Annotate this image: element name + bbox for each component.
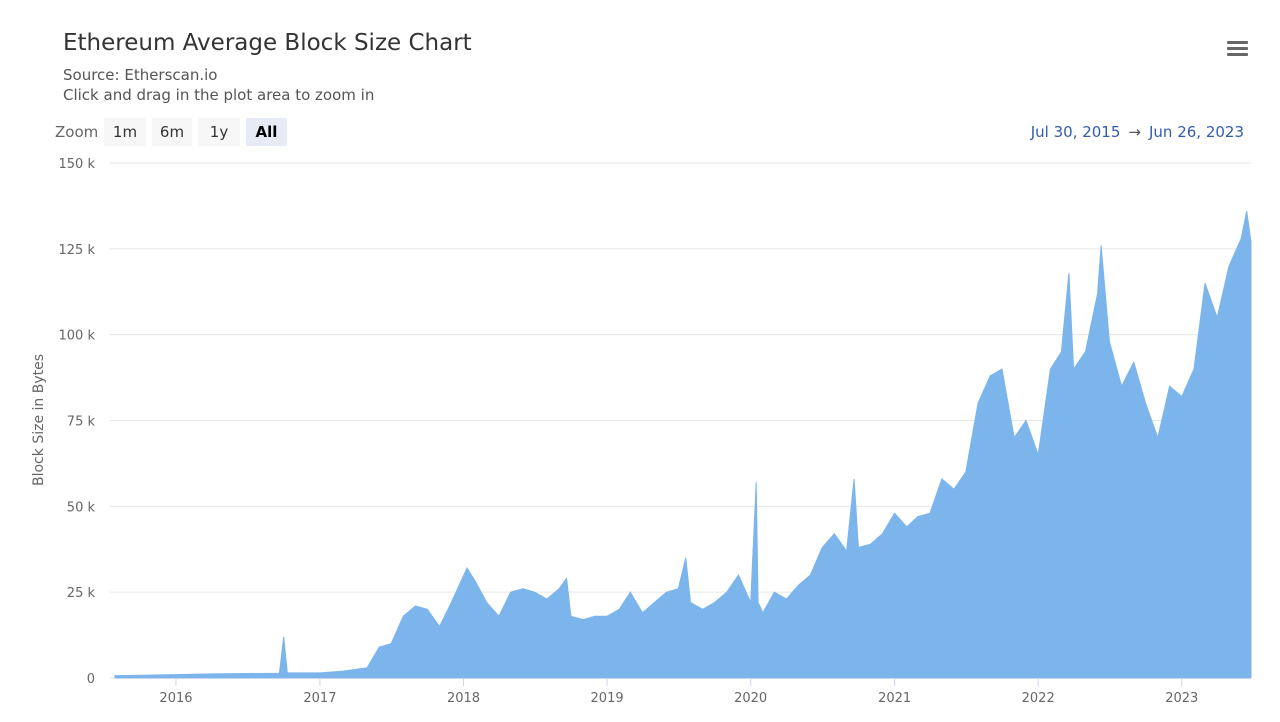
- range-from-input[interactable]: Jul 30, 2015: [1030, 123, 1121, 141]
- x-tick-label: 2021: [878, 691, 911, 706]
- zoom-label: Zoom: [55, 123, 99, 141]
- x-tick-label: 2017: [303, 691, 336, 706]
- y-tick-label: 25 k: [67, 586, 96, 601]
- zoom-button-1y[interactable]: 1y: [198, 118, 240, 146]
- date-range: Jul 30, 2015 → Jun 26, 2023: [1031, 123, 1244, 141]
- y-axis-ticks: 0 25 k 50 k 75 k 100 k 125 k 150 k: [59, 157, 96, 687]
- y-tick-label: 125 k: [59, 243, 96, 258]
- x-tick-label: 2016: [159, 691, 192, 706]
- y-axis-title: Block Size in Bytes: [31, 354, 47, 486]
- y-tick-label: 0: [87, 672, 95, 687]
- x-tick-label: 2018: [447, 691, 480, 706]
- block-size-area-series[interactable]: [114, 211, 1252, 679]
- chart-zoom-hint: Click and drag in the plot area to zoom …: [63, 86, 375, 104]
- y-tick-label: 75 k: [67, 415, 96, 430]
- x-axis-ticks: 2016 2017 2018 2019 2020 2021 2022 2023: [115, 678, 1251, 706]
- range-to-input[interactable]: Jun 26, 2023: [1148, 123, 1244, 141]
- x-tick-label: 2023: [1165, 691, 1198, 706]
- y-tick-label: 50 k: [67, 500, 96, 515]
- x-tick-label: 2019: [591, 691, 624, 706]
- chart-title: Ethereum Average Block Size Chart: [63, 30, 472, 56]
- y-tick-label: 150 k: [59, 157, 96, 172]
- range-arrow-icon: →: [1128, 123, 1141, 141]
- chart-subtitle: Source: Etherscan.io Click and drag in t…: [63, 65, 374, 105]
- hamburger-menu-icon[interactable]: [1224, 38, 1250, 60]
- x-tick-label: 2020: [734, 691, 767, 706]
- zoom-button-1m[interactable]: 1m: [104, 118, 146, 146]
- y-tick-label: 100 k: [59, 329, 96, 344]
- zoom-button-6m[interactable]: 6m: [152, 118, 192, 146]
- zoom-button-all[interactable]: All: [246, 118, 287, 146]
- chart-source: Source: Etherscan.io: [63, 66, 218, 84]
- x-tick-label: 2022: [1022, 691, 1055, 706]
